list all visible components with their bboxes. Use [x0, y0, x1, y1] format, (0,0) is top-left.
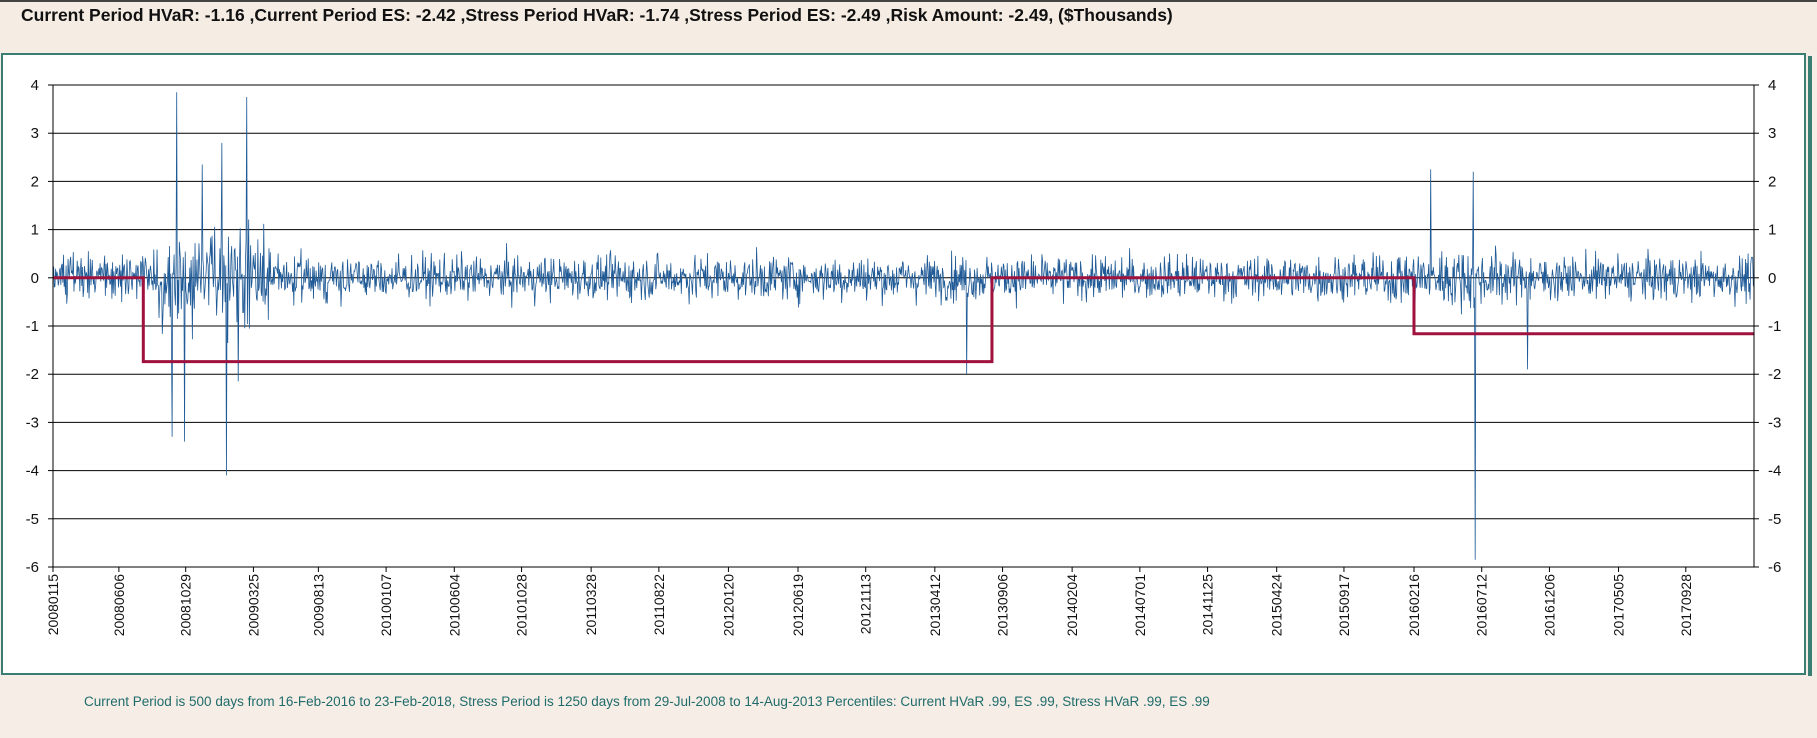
x-tick-label: 20150917	[1336, 574, 1352, 637]
y-tick-label-right: 2	[1768, 173, 1776, 190]
x-tick-label: 20160712	[1474, 574, 1490, 637]
x-tick-label: 20140701	[1132, 574, 1148, 637]
period-footnote: Current Period is 500 days from 16-Feb-2…	[84, 694, 1210, 709]
y-tick-label-right: -2	[1768, 366, 1781, 383]
y-tick-label-left: -2	[26, 366, 39, 383]
y-tick-label-right: 0	[1768, 270, 1776, 287]
summary-header: Current Period HVaR: -1.16 ,Current Peri…	[0, 0, 1817, 52]
x-tick-label: 20101028	[514, 574, 530, 637]
x-tick-label: 20080606	[111, 574, 127, 637]
y-tick-label-left: 4	[31, 77, 39, 94]
x-tick-label: 20090813	[310, 574, 326, 637]
y-tick-label-left: 3	[31, 125, 39, 142]
chart-frame	[1, 53, 1806, 675]
axis-layer	[48, 84, 1759, 572]
y-tick-label-left: 1	[31, 222, 39, 239]
x-tick-label: 20081029	[178, 574, 194, 637]
x-tick-label: 20170928	[1678, 574, 1694, 637]
y-tick-label-left: -4	[26, 463, 39, 480]
y-tick-label-right: -6	[1768, 559, 1781, 576]
x-tick-label: 20160216	[1406, 574, 1422, 637]
y-tick-label-right: -4	[1768, 463, 1781, 480]
x-tick-label: 20090325	[245, 574, 261, 637]
plot-area-border	[52, 84, 1755, 568]
hvar-step-layer	[53, 276, 1754, 364]
x-tick-label: 20080115	[45, 574, 61, 635]
x-tick-label: 20170505	[1611, 574, 1627, 637]
x-tick-label: 20121113	[858, 574, 874, 634]
x-tick-label: 20110328	[583, 574, 599, 635]
x-tick-label: 20120120	[720, 574, 736, 637]
y-tick-label-right: 4	[1768, 77, 1776, 94]
y-tick-label-left: -1	[26, 318, 39, 335]
risk-summary-text: Current Period HVaR: -1.16 ,Current Peri…	[21, 5, 1173, 25]
x-tick-label: 20150424	[1269, 574, 1285, 637]
y-tick-label-right: -5	[1768, 511, 1781, 528]
y-tick-label-left: 2	[31, 173, 39, 190]
y-tick-label-left: -3	[26, 414, 39, 431]
hvar-step-line	[53, 276, 1754, 364]
chart-frame-edge	[1808, 56, 1812, 676]
grid-layer	[53, 84, 1754, 568]
y-tick-label-left: -5	[26, 511, 39, 528]
y-tick-label-right: 3	[1768, 125, 1776, 142]
daily-pnl-series	[52, 92, 1755, 560]
x-tick-label: 20130906	[995, 574, 1011, 637]
y-tick-label-left: -6	[26, 559, 39, 576]
x-tick-label: 20100107	[378, 574, 394, 637]
x-tick-label: 20120619	[790, 574, 806, 637]
x-tick-label: 20141125	[1200, 574, 1216, 635]
y-tick-label-right: 1	[1768, 222, 1776, 239]
y-tick-label-right: -1	[1768, 318, 1781, 335]
label-layer: 4 4 3 3 2 2 1 1 0 0 -1 -1 -2 -2 -3 -3 -4 -4 -5 -5 -6 -6 200801…	[26, 77, 1782, 636]
pnl-series-layer	[52, 92, 1755, 560]
y-tick-label-right: -3	[1768, 414, 1781, 431]
x-tick-label: 20140204	[1064, 574, 1080, 637]
y-tick-label-left: 0	[31, 270, 39, 287]
x-tick-label: 20100604	[446, 574, 462, 637]
x-tick-label: 20130412	[927, 574, 943, 637]
x-tick-label: 20110822	[651, 574, 667, 635]
x-tick-label: 20161206	[1541, 574, 1557, 637]
